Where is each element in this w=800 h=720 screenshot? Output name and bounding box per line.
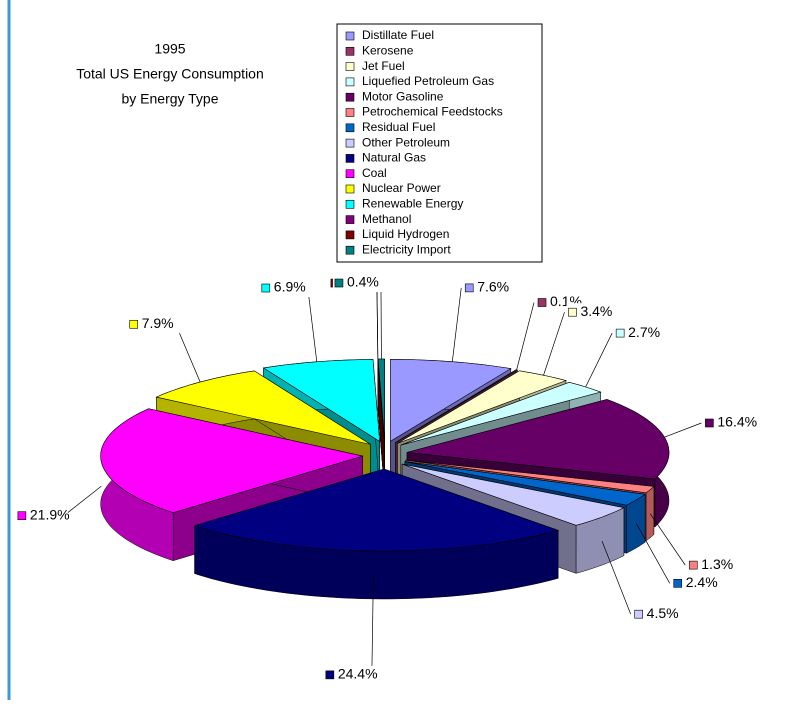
data-label: 2.7% — [628, 324, 660, 340]
label-swatch — [616, 329, 624, 337]
legend-label: Electricity Import — [362, 242, 451, 256]
legend-label: Liquid Hydrogen — [362, 227, 449, 241]
legend-swatch — [346, 63, 354, 71]
legend-label: Nuclear Power — [362, 181, 441, 195]
legend-label: Other Petroleum — [362, 135, 450, 149]
data-label: 0.4% — [347, 274, 379, 290]
legend-label: Distillate Fuel — [362, 28, 434, 42]
legend-swatch — [346, 185, 354, 193]
legend-label: Motor Gasoline — [362, 89, 444, 103]
legend-swatch — [346, 32, 354, 40]
label-swatch — [568, 308, 576, 316]
legend-swatch — [346, 139, 354, 147]
data-label: 3.4% — [580, 303, 612, 319]
data-label: 21.9% — [30, 506, 70, 522]
label-swatch — [674, 579, 682, 587]
label-swatch — [335, 279, 343, 287]
legend-swatch — [346, 109, 354, 117]
label-swatch — [635, 610, 643, 618]
legend-swatch — [346, 93, 354, 101]
legend-label: Coal — [362, 166, 387, 180]
legend-swatch — [346, 231, 354, 239]
label-swatch — [465, 284, 473, 292]
legend-swatch — [346, 47, 354, 55]
legend-label: Methanol — [362, 212, 411, 226]
label-swatch — [689, 561, 697, 569]
label-swatch — [18, 512, 26, 520]
legend-label: Kerosene — [362, 43, 414, 57]
data-label: 2.4% — [686, 574, 718, 590]
label-swatch — [705, 419, 713, 427]
data-label: 4.5% — [647, 605, 679, 621]
data-label: 1.3% — [701, 556, 733, 572]
data-label: 6.9% — [274, 279, 306, 295]
data-label: 16.4% — [717, 414, 757, 430]
legend-swatch — [346, 246, 354, 254]
legend-label: Petrochemical Feedstocks — [362, 105, 503, 119]
slice-side — [646, 487, 654, 541]
legend-label: Renewable Energy — [362, 196, 463, 210]
legend-label: Liquefied Petroleum Gas — [362, 74, 494, 88]
data-label: 7.9% — [142, 315, 174, 331]
data-label: 24.4% — [338, 666, 378, 682]
label-swatch — [262, 284, 270, 292]
legend-swatch — [346, 154, 354, 162]
legend-swatch — [346, 200, 354, 208]
legend-label: Jet Fuel — [362, 59, 405, 73]
legend-swatch — [346, 170, 354, 178]
chart-title: 1995 — [154, 41, 185, 57]
legend-swatch — [346, 216, 354, 224]
legend-label: Residual Fuel — [362, 120, 435, 134]
chart-title: by Energy Type — [121, 91, 218, 107]
legend-swatch — [346, 124, 354, 132]
label-swatch — [538, 299, 546, 307]
legend-swatch — [346, 78, 354, 86]
label-swatch — [326, 671, 334, 679]
label-swatch — [130, 320, 138, 328]
data-label: 7.6% — [477, 279, 509, 295]
chart-title: Total US Energy Consumption — [76, 66, 264, 82]
legend-label: Natural Gas — [362, 151, 426, 165]
